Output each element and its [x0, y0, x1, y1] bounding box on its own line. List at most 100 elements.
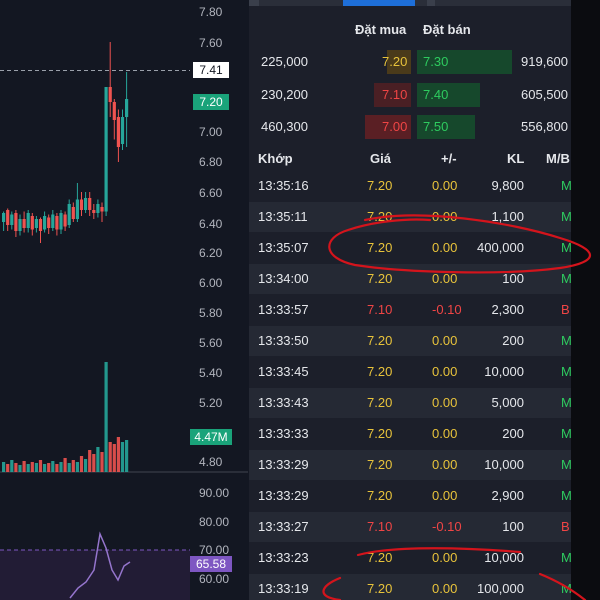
trade-row[interactable]: 13:33:43 7.20 0.00 5,000 M — [249, 388, 571, 418]
trade-side: M — [561, 581, 571, 596]
trade-row[interactable]: 13:33:27 7.10 -0.10 100 B — [249, 512, 571, 542]
trade-change: 0.00 — [432, 426, 458, 441]
ask-header: Đặt bán — [423, 22, 471, 37]
trade-volume: 100 — [502, 519, 524, 534]
trade-row[interactable]: 13:33:33 7.20 0.00 200 M — [249, 419, 571, 449]
bid-volume-bar — [387, 50, 411, 74]
ask-volume: 605,500 — [521, 87, 568, 102]
trade-change: 0.00 — [432, 581, 458, 596]
bid-price: 7.10 — [382, 87, 408, 102]
trade-price: 7.20 — [367, 395, 393, 410]
volume-bar — [112, 444, 116, 472]
volume-bar — [116, 437, 120, 472]
candle — [67, 204, 71, 225]
orderbook-row[interactable]: 230,200 7.10 7.40 605,500 — [249, 79, 571, 111]
bid-volume: 460,300 — [261, 119, 308, 134]
trade-price: 7.20 — [367, 426, 393, 441]
y-tick: 5.40 — [199, 366, 223, 380]
volume-bar — [43, 464, 47, 472]
orderbook-row[interactable]: 225,000 7.20 7.30 919,600 — [249, 46, 571, 78]
trade-row[interactable]: 13:33:45 7.20 0.00 10,000 M — [249, 357, 571, 387]
trade-price: 7.10 — [367, 519, 393, 534]
trade-volume: 5,000 — [491, 395, 524, 410]
trade-volume: 100,000 — [477, 581, 524, 596]
volume-bar — [34, 463, 38, 472]
candle — [88, 198, 92, 210]
trade-row[interactable]: 13:33:29 7.20 0.00 10,000 M — [249, 450, 571, 480]
trade-side: M — [561, 240, 571, 255]
trade-row[interactable]: 13:35:07 7.20 0.00 400,000 M — [249, 233, 571, 263]
trade-time: 13:34:00 — [258, 271, 309, 286]
candle — [71, 207, 75, 219]
trade-side: M — [561, 178, 571, 193]
candle — [63, 214, 67, 227]
candle — [14, 213, 18, 231]
y-tick: 7.80 — [199, 5, 223, 19]
trade-price: 7.20 — [367, 271, 393, 286]
trade-time: 13:33:29 — [258, 457, 309, 472]
bid-header: Đặt mua — [355, 22, 407, 37]
volume-bar — [88, 450, 92, 472]
bid-price: 7.00 — [382, 119, 408, 134]
trade-side: M — [561, 550, 571, 565]
trade-change: 0.00 — [432, 209, 458, 224]
trade-change: 0.00 — [432, 395, 458, 410]
trade-row[interactable]: 13:35:16 7.20 0.00 9,800 M — [249, 171, 571, 201]
panel-edge — [571, 0, 600, 600]
trade-volume: 9,800 — [491, 178, 524, 193]
candlestick-chart[interactable] — [0, 0, 248, 600]
trade-side: M — [561, 271, 571, 286]
trade-volume: 1,100 — [491, 209, 524, 224]
trade-volume: 100 — [502, 271, 524, 286]
ask-volume-bar — [417, 50, 512, 74]
candle — [38, 219, 43, 231]
trade-row[interactable]: 13:33:57 7.10 -0.10 2,300 B — [249, 295, 571, 325]
trade-row[interactable]: 13:33:29 7.20 0.00 2,900 M — [249, 481, 571, 511]
y-tick: 7.00 — [199, 125, 223, 139]
tab-bar[interactable] — [249, 0, 571, 6]
candle — [47, 217, 51, 228]
candle — [112, 102, 116, 120]
rsi-value-tag: 65.58 — [190, 556, 232, 572]
trade-price: 7.20 — [367, 333, 393, 348]
candle — [96, 204, 100, 213]
candle — [100, 207, 104, 212]
volume-bar — [63, 458, 67, 472]
candle — [92, 210, 96, 213]
tab[interactable] — [249, 0, 259, 6]
candle — [108, 87, 112, 102]
trade-side: M — [561, 333, 571, 348]
ask-volume: 556,800 — [521, 119, 568, 134]
volume-bar — [125, 440, 129, 472]
volume-bar — [26, 464, 30, 472]
trade-price: 7.20 — [367, 488, 393, 503]
ask-volume-bar — [417, 83, 480, 107]
trade-row[interactable]: 13:35:11 7.20 0.00 1,100 M — [249, 202, 571, 232]
volume-bar — [59, 462, 63, 472]
ask-price: 7.50 — [423, 119, 449, 134]
candle — [26, 213, 30, 228]
trade-row[interactable]: 13:33:19 7.20 0.00 100,000 M — [249, 574, 571, 600]
trade-log-header: Khớp Giá +/- KL M/B — [249, 144, 571, 174]
trade-change: 0.00 — [432, 178, 458, 193]
orderbook-row[interactable]: 460,300 7.00 7.50 556,800 — [249, 111, 571, 143]
trade-row[interactable]: 13:33:23 7.20 0.00 10,000 M — [249, 543, 571, 573]
y-tick: 6.80 — [199, 155, 223, 169]
trade-time: 13:33:27 — [258, 519, 309, 534]
tab[interactable] — [427, 0, 435, 6]
trade-row[interactable]: 13:33:50 7.20 0.00 200 M — [249, 326, 571, 356]
trade-side: B — [561, 302, 570, 317]
price-chart-panel[interactable]: 7.80 7.60 7.41 7.20 7.00 6.80 6.60 6.40 … — [0, 0, 248, 600]
trade-row[interactable]: 13:34:00 7.20 0.00 100 M — [249, 264, 571, 294]
y-tick: 5.80 — [199, 306, 223, 320]
rsi-tick: 80.00 — [199, 515, 230, 529]
bid-volume: 225,000 — [261, 54, 308, 69]
trade-time: 13:35:07 — [258, 240, 309, 255]
trade-change: 0.00 — [432, 364, 458, 379]
rsi-tick: 60.00 — [199, 572, 230, 586]
candle — [2, 213, 6, 222]
trade-price: 7.20 — [367, 240, 393, 255]
trade-volume: 2,300 — [491, 302, 524, 317]
tab-active[interactable] — [343, 0, 415, 6]
trade-side: M — [561, 488, 571, 503]
